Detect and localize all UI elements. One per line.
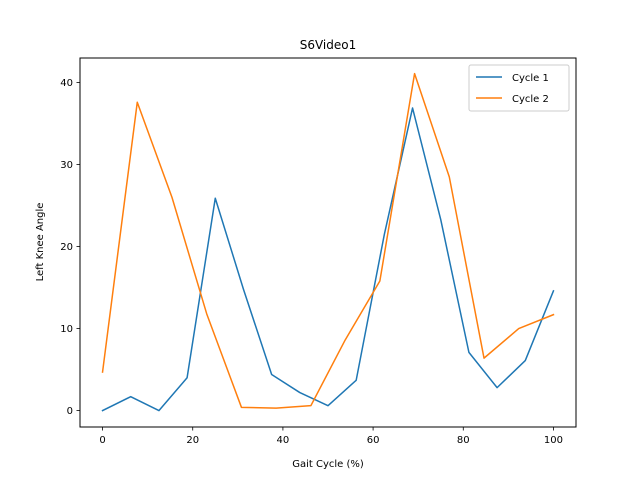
y-tick-label: 30 bbox=[60, 160, 73, 171]
x-tick-label: 100 bbox=[544, 435, 563, 446]
plot-area bbox=[101, 72, 555, 412]
plot-frame bbox=[79, 57, 577, 428]
legend-label-1: Cycle 1 bbox=[512, 73, 549, 84]
x-tick-label: 80 bbox=[457, 435, 470, 446]
x-tick-label: 60 bbox=[367, 435, 380, 446]
x-axis-label: Gait Cycle (%) bbox=[292, 459, 364, 470]
series-line-2 bbox=[101, 72, 555, 409]
y-tick-label: 40 bbox=[60, 78, 73, 89]
y-tick-label: 20 bbox=[60, 242, 73, 253]
y-tick-label: 10 bbox=[60, 324, 73, 335]
legend: Cycle 1 Cycle 2 bbox=[468, 64, 570, 112]
y-tick-label: 0 bbox=[67, 406, 73, 417]
series-line-1 bbox=[101, 107, 555, 412]
legend-label-2: Cycle 2 bbox=[512, 94, 549, 105]
x-axis: 0 20 40 60 80 100 bbox=[99, 427, 563, 446]
x-tick-label: 40 bbox=[277, 435, 290, 446]
x-tick-label: 20 bbox=[186, 435, 199, 446]
x-tick-label: 0 bbox=[99, 435, 105, 446]
y-axis-label: Left Knee Angle bbox=[35, 203, 46, 282]
y-axis: 0 10 20 30 40 bbox=[60, 78, 80, 417]
chart-title: S6Video1 bbox=[300, 38, 357, 52]
